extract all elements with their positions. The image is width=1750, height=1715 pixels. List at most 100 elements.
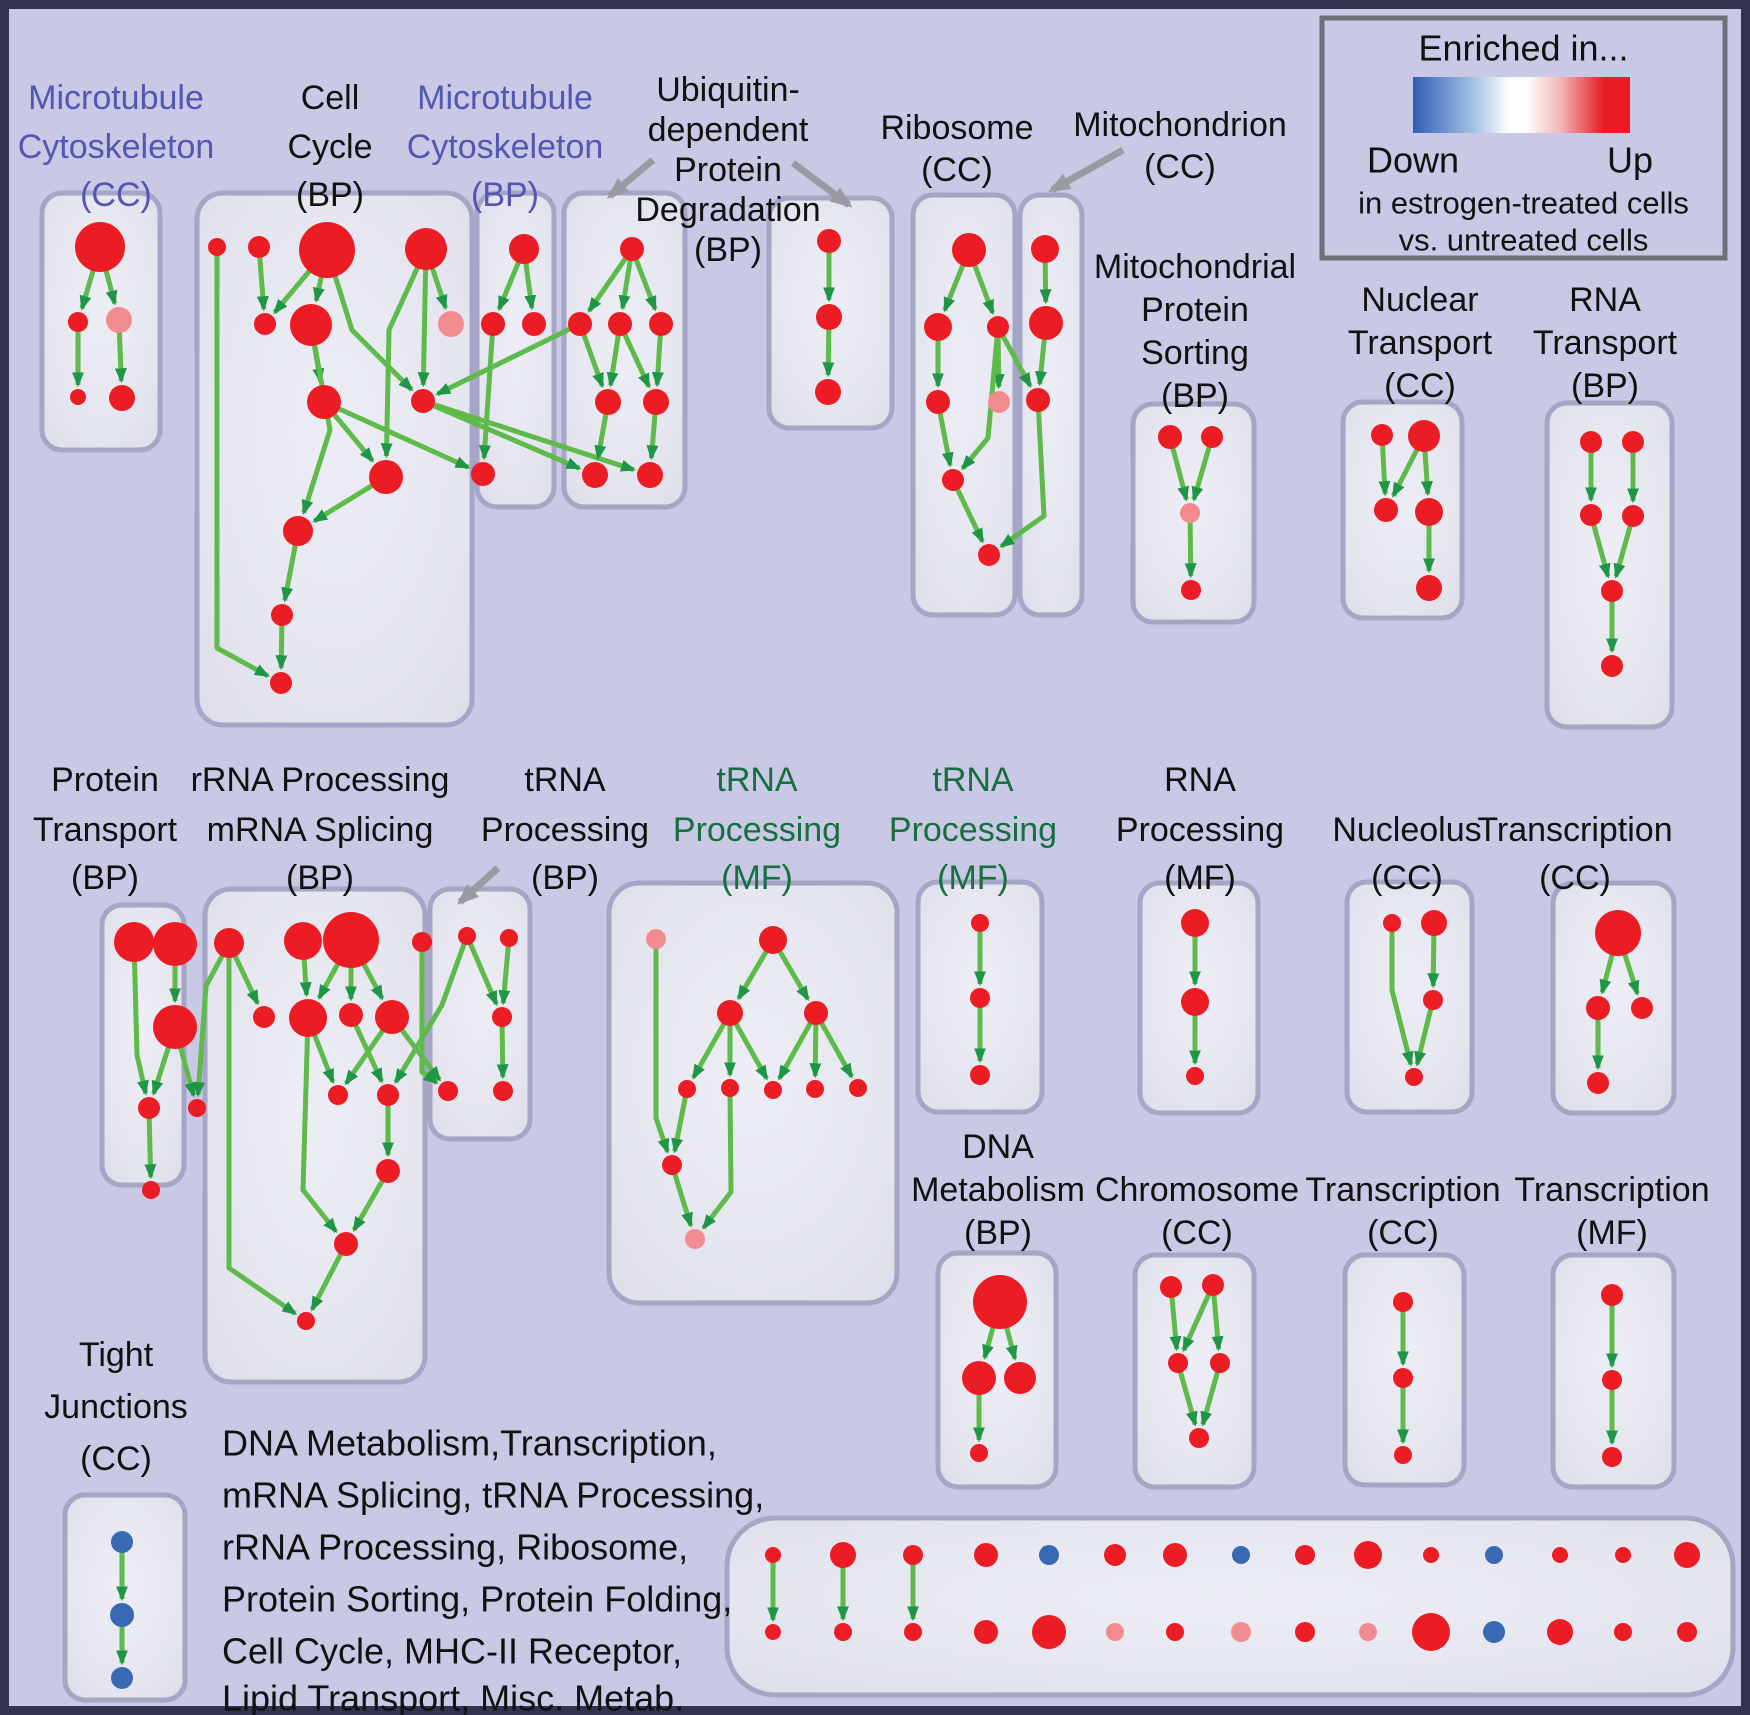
edge-n1-n3 [1378,440,1391,497]
go-node-y8-pink [1231,1622,1251,1642]
label-ubiquitin-dependent-protein-degradation-bp-line4: (BP) [694,231,762,269]
go-node-f6-red [721,1079,739,1097]
annotation-line: mRNA Splicing, tRNA Processing, [222,1475,764,1516]
label-microtubule-cytoskeleton-cc-line1: Cytoskeleton [18,128,215,166]
go-node-tj3-blue [111,1667,133,1689]
go-node-u4-red [649,312,673,336]
go-node-w2-red [1393,1368,1413,1388]
edge-c4-c10 [380,257,424,459]
go-node-pt2-red [153,922,197,966]
go-node-d4-red [970,1444,988,1462]
edge-c10-c11 [312,479,381,524]
legend: Enriched in... Down Up in estrogen-treated … [1319,15,1728,261]
go-node-n4-red [1415,498,1443,526]
go-node-g1-red [971,914,989,932]
go-node-mb3-red [522,312,546,336]
go-node-e5-red [1189,1428,1209,1448]
go-node-z7-red [1163,1543,1187,1567]
go-node-f2-red [759,926,787,954]
edge-u3-u5 [606,329,622,388]
edge-s2-s3 [1191,441,1213,502]
edge-p1-pt5 [192,948,228,1098]
go-node-s3-pink [1180,503,1200,523]
label-microtubule-cytoskeleton-cc-line2: (CC) [80,176,152,214]
edge-c11-c12 [281,537,300,603]
go-node-j1-red [1383,914,1401,932]
go-node-p1-red [214,928,244,958]
label-microtubule-cytoskeleton-bp-line2: (BP) [471,176,539,214]
edge-mt2-mt3 [1035,331,1048,387]
edge-c6-c11 [301,334,333,516]
go-node-u1-red [620,237,644,261]
go-node-z1-red [765,1547,781,1563]
label-transcription-cc-top-line1: (CC) [1539,859,1611,897]
go-node-tj1-blue [111,1531,133,1553]
label-dna-metabolism-bp-line1: Metabolism [911,1171,1085,1209]
edge-r1-r3 [969,257,996,316]
edge-f3-f5 [691,1017,729,1080]
label-nuclear-transport-cc-line2: (CC) [1384,367,1456,405]
go-node-s2-red [1201,426,1223,448]
legend-caption-line1: in estrogen-treated cells [1358,186,1689,221]
go-node-pt5-red [188,1099,206,1117]
edges [72,247,1640,1666]
edge-mb2-mb4 [478,329,496,461]
label-microtubule-cytoskeleton-bp-line1: Cytoskeleton [407,128,604,166]
label-transcription-cc-top-line0: Transcription [1477,811,1672,849]
go-node-p13-red [297,1312,315,1330]
group-box-microtubule-cc [39,190,163,453]
go-node-m5-red [109,385,135,411]
go-node-p8-red [375,1000,409,1034]
group-box-misc-metab [724,1515,1736,1698]
go-node-r2-red [924,313,952,341]
edge-m3-m5 [114,326,127,384]
go-node-mb1-red [509,234,539,264]
edge-j1-j4 [1389,927,1414,1067]
edge-s1-s3 [1169,442,1189,502]
go-node-c3-red [299,222,355,278]
go-node-q1-red [458,927,476,945]
go-node-d3-red [1004,1362,1036,1394]
go-term-nodes [68,222,1700,1689]
go-node-p4-red [412,932,432,952]
label-nucleolus-cc-line0: Nucleolus [1332,811,1481,849]
go-node-v3-red [815,379,841,405]
go-node-u3-red [608,312,632,336]
go-node-pt3-red [153,1005,197,1049]
edge-mt1-mt2 [1039,255,1052,305]
edge-p7-p10 [351,1019,384,1084]
label-tight-junctions-cc-line2: (CC) [80,1440,152,1478]
label-nuclear-transport-cc-line1: Transport [1348,324,1493,362]
go-node-k4-red [1587,1072,1609,1094]
go-node-u8-red [637,462,663,488]
edge-r3-r6 [960,332,1000,471]
go-node-y11-red [1412,1613,1450,1651]
go-node-d1-red [973,1275,1027,1329]
edge-r1-r2 [942,256,969,313]
edge-r3-mt3 [998,330,1033,388]
go-node-d2-red [962,1361,996,1395]
label-dna-metabolism-bp-line2: (BP) [964,1214,1032,1252]
label-dna-metabolism-bp-line0: DNA [962,1128,1034,1166]
go-node-y2-red [834,1623,852,1641]
label-mitochondrial-protein-sorting-bp-line0: Mitochondrial [1094,248,1296,286]
go-node-n3-red [1374,498,1398,522]
go-node-y14-red [1614,1623,1632,1641]
go-node-x2-red [1602,1370,1622,1390]
edge-f4-f7 [777,1016,816,1081]
edge-t3-t5 [1590,519,1611,579]
edge-u4-u6 [651,329,664,388]
go-node-s4-red [1181,580,1201,600]
label-transcription-mf-line1: (MF) [1576,1214,1648,1252]
go-node-c11-red [283,516,313,546]
group-box-trna-bp [427,886,533,1142]
go-node-p10-red [377,1084,399,1106]
edge-u5-u7 [594,407,610,461]
label-chromosome-cc-line1: (CC) [1161,1214,1233,1252]
label-mitochondrial-protein-sorting-bp-line2: Sorting [1141,334,1249,372]
edge-f5-f10 [671,1092,689,1154]
go-node-x3-red [1602,1447,1622,1467]
label-rrna-processing-mrna-splicing-bp-line1: mRNA Splicing [207,811,434,849]
edge-e3-e5 [1176,1367,1198,1427]
label-ubiquitin-dependent-protein-degradation-bp-line0: Ubiquitin- [656,71,800,109]
